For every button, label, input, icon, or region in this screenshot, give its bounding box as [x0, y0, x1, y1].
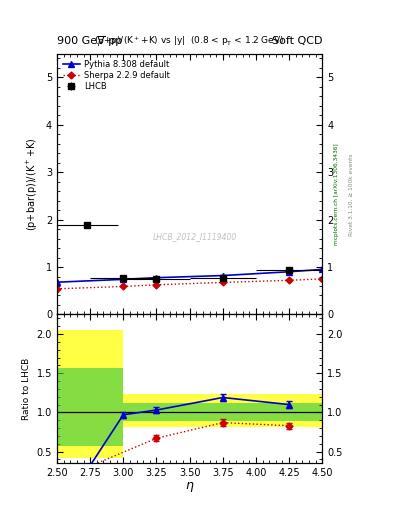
- Sherpa 2.2.9 default: [287, 277, 292, 283]
- Text: Rivet 3.1.10, ≥ 100k events: Rivet 3.1.10, ≥ 100k events: [349, 153, 354, 236]
- Line: Pythia 8.308 default: Pythia 8.308 default: [54, 267, 325, 285]
- X-axis label: $\eta$: $\eta$: [185, 480, 195, 494]
- Text: LHCB_2012_I1119400: LHCB_2012_I1119400: [153, 232, 237, 241]
- Text: mcplots.cern.ch [arXiv:1306.3436]: mcplots.cern.ch [arXiv:1306.3436]: [334, 144, 338, 245]
- Text: 900 GeV pp: 900 GeV pp: [57, 36, 122, 46]
- Text: Soft QCD: Soft QCD: [272, 36, 322, 46]
- Line: Sherpa 2.2.9 default: Sherpa 2.2.9 default: [55, 276, 325, 291]
- Sherpa 2.2.9 default: [55, 286, 59, 292]
- Sherpa 2.2.9 default: [154, 282, 159, 288]
- Sherpa 2.2.9 default: [121, 283, 126, 289]
- Text: $(\overline{p}$+p)/(K$^+$+K) vs |y|  (0.8 < p$_\mathrm{T}$ < 1.2 GeV): $(\overline{p}$+p)/(K$^+$+K) vs |y| (0.8…: [94, 34, 285, 49]
- Pythia 8.308 default: [121, 276, 126, 283]
- Y-axis label: (p+bar(p))/(K$^+$+K): (p+bar(p))/(K$^+$+K): [25, 137, 40, 231]
- Pythia 8.308 default: [154, 274, 159, 281]
- Pythia 8.308 default: [287, 269, 292, 275]
- Legend: Pythia 8.308 default, Sherpa 2.2.9 default, LHCB: Pythia 8.308 default, Sherpa 2.2.9 defau…: [60, 56, 173, 94]
- Pythia 8.308 default: [55, 279, 59, 285]
- Pythia 8.308 default: [220, 272, 225, 279]
- Pythia 8.308 default: [320, 266, 325, 272]
- Sherpa 2.2.9 default: [220, 280, 225, 286]
- Sherpa 2.2.9 default: [320, 276, 325, 282]
- Y-axis label: Ratio to LHCB: Ratio to LHCB: [22, 358, 31, 420]
